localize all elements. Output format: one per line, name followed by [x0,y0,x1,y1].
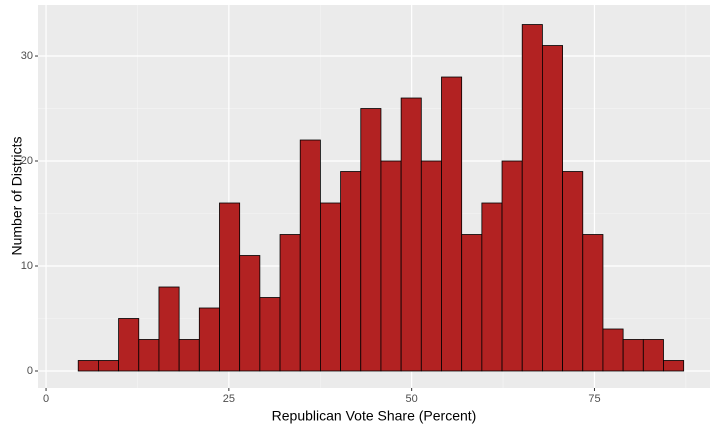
bar [178,339,200,372]
x-tick-label: 75 [588,393,600,405]
bar [642,339,664,372]
bar [380,160,402,372]
y-tick-label: 0 [27,365,33,377]
bar [320,202,341,372]
bar [239,255,261,372]
bar [622,339,644,372]
bar [118,318,140,372]
bar [299,139,321,372]
bar [97,360,119,372]
y-tick-label: 30 [21,50,33,62]
bar [481,202,503,372]
y-tick-label: 20 [21,155,33,167]
bar [602,328,624,372]
x-tick-label: 50 [406,393,418,405]
bar [340,171,362,372]
bar [542,45,563,372]
bar [501,160,523,372]
bar [441,76,463,372]
bar [420,160,442,372]
bar [158,286,180,372]
x-tick-label: 0 [43,393,49,405]
bar [259,297,281,372]
x-tick-label: 25 [223,393,235,405]
bar [521,24,543,372]
x-axis-label: Republican Vote Share (Percent) [272,408,477,424]
bar [138,339,160,372]
bar [77,360,99,372]
y-axis-label: Number of Districts [9,136,25,255]
bar [198,307,220,372]
bar [400,97,422,372]
bar [360,108,382,372]
y-tick-label: 10 [21,260,33,272]
bar [663,360,685,372]
bar [582,234,604,372]
bar [219,202,241,372]
bar [461,234,483,372]
bar [562,171,584,372]
bar [279,234,301,372]
